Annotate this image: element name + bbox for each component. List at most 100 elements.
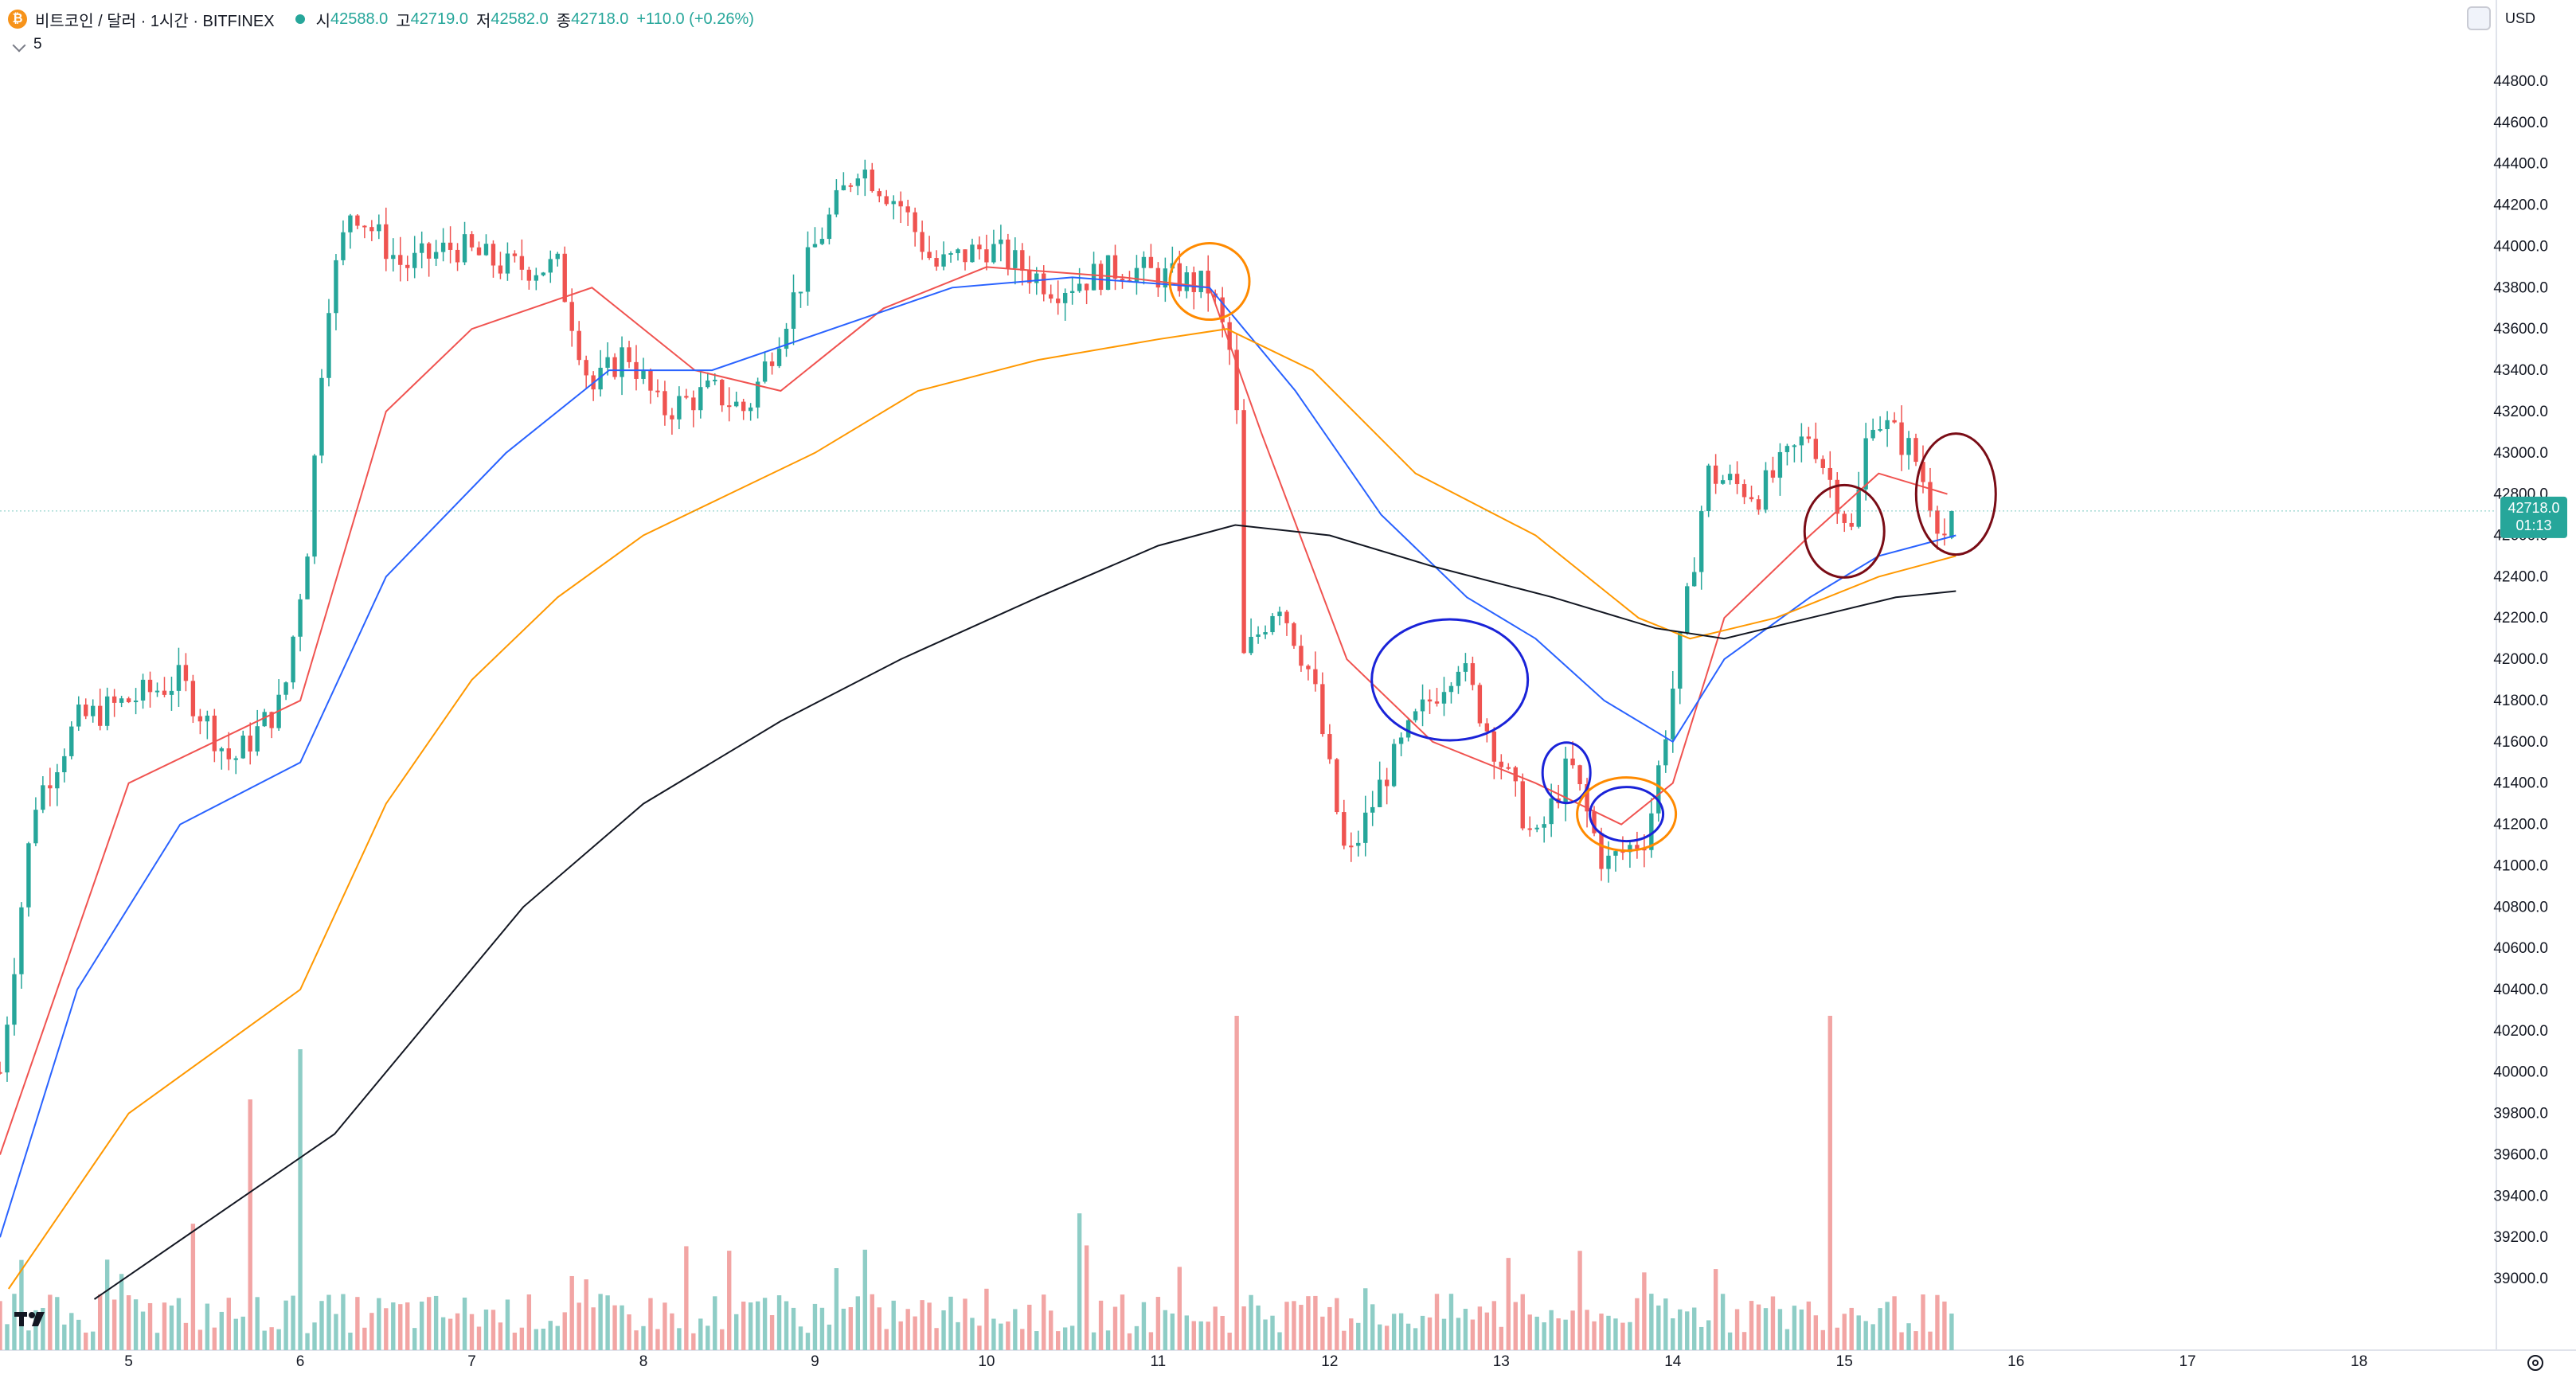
volume-bar — [1856, 1315, 1861, 1350]
candle-body — [498, 265, 503, 274]
candle-body — [1249, 636, 1253, 654]
volume-bar — [1234, 1016, 1239, 1350]
volume-bar — [548, 1321, 553, 1350]
volume-bar — [734, 1314, 739, 1350]
volume-bar — [1484, 1312, 1490, 1350]
volume-bar — [1120, 1294, 1125, 1350]
candle-body — [97, 705, 103, 726]
candle-body — [1913, 438, 1918, 463]
candle-body — [1384, 779, 1390, 787]
volume-bars — [0, 1016, 1954, 1350]
volume-bar — [534, 1329, 539, 1350]
candle-body — [898, 201, 903, 207]
volume-bar — [834, 1268, 839, 1350]
candle-body — [1335, 759, 1339, 813]
volume-bar — [84, 1332, 88, 1350]
volume-bar — [941, 1310, 946, 1350]
candle-body — [762, 361, 768, 382]
candle-body — [1741, 484, 1747, 498]
price-tick-label: 43600.0 — [2493, 321, 2548, 338]
indicators-row[interactable]: 5 — [12, 35, 42, 54]
currency-label[interactable]: USD — [2505, 10, 2536, 26]
volume-bar — [348, 1333, 353, 1350]
candle-body — [1349, 845, 1354, 848]
tradingview-logo-icon[interactable] — [13, 1306, 54, 1329]
price-tick-label: 41000.0 — [2493, 857, 2548, 874]
candle-body — [1227, 322, 1232, 350]
candle-body — [369, 227, 374, 232]
volume-bar — [491, 1310, 496, 1350]
candle-body — [176, 665, 182, 691]
volume-bar — [1885, 1302, 1890, 1350]
volume-bar — [1899, 1332, 1904, 1350]
time-axis[interactable]: 5 6 7 8 9 10 11 12 13 14 15 16 17 18 — [124, 1353, 2367, 1370]
volume-bar — [190, 1224, 196, 1350]
volume-bar — [1448, 1294, 1454, 1350]
candle-body — [1234, 349, 1239, 411]
candle-body — [1892, 420, 1897, 423]
candle-body — [1398, 737, 1404, 744]
volume-bar — [999, 1323, 1003, 1350]
candle-body — [226, 748, 231, 759]
volume-bar — [862, 1249, 867, 1350]
candle-body — [1420, 699, 1425, 712]
settings-gear-icon[interactable] — [2524, 1352, 2547, 1374]
candle-body — [1484, 723, 1490, 732]
candle-body — [334, 260, 338, 314]
volume-bar — [755, 1301, 760, 1350]
candle-body — [1456, 671, 1461, 686]
volume-bar — [162, 1302, 167, 1350]
volume-bar — [1534, 1316, 1539, 1350]
symbol-title[interactable]: 비트코인 / 달러 · 1시간 · BITFINEX — [35, 12, 275, 30]
candle-body — [1585, 784, 1589, 812]
candle-body — [577, 330, 581, 361]
volume-bar — [26, 1330, 31, 1350]
symbol-row: ₿ 비트코인 / 달러 · 1시간 · BITFINEX 시 42588.0 고… — [8, 8, 762, 30]
candle-body — [341, 232, 346, 260]
candle-body — [791, 292, 796, 329]
candle-body — [462, 234, 467, 263]
volume-bar — [41, 1307, 45, 1350]
volume-bar — [1892, 1296, 1897, 1350]
volume-bar — [848, 1307, 854, 1350]
candle-body — [555, 253, 560, 260]
candle-body — [1863, 438, 1868, 490]
candle-body — [769, 361, 775, 366]
currency-toggle-icon[interactable] — [2467, 6, 2491, 30]
candle-body — [305, 556, 310, 599]
candle-body — [91, 705, 96, 716]
price-tag-background — [2500, 496, 2567, 538]
volume-bar — [541, 1329, 545, 1350]
volume-bar — [455, 1313, 460, 1350]
volume-bar — [1613, 1318, 1618, 1350]
currency-selector[interactable]: USD — [2467, 6, 2535, 30]
candle-body — [1756, 499, 1761, 510]
candle-body — [1942, 533, 1947, 536]
volume-bar — [977, 1325, 982, 1350]
candle-body — [1820, 459, 1825, 468]
volume-bar — [1628, 1321, 1632, 1350]
candle-body — [1491, 731, 1497, 762]
volume-bar — [48, 1294, 53, 1350]
volume-bar — [1878, 1308, 1882, 1350]
volume-bar — [1398, 1313, 1404, 1350]
price-tick-label: 40200.0 — [2493, 1023, 2548, 1040]
volume-bar — [1034, 1331, 1039, 1350]
volume-bar — [620, 1305, 624, 1350]
volume-bar — [569, 1275, 574, 1350]
volume-bar — [369, 1313, 374, 1350]
volume-bar — [1777, 1309, 1783, 1350]
price-tick-label: 43200.0 — [2493, 404, 2548, 420]
volume-bar — [519, 1327, 525, 1350]
candle-body — [1177, 263, 1182, 291]
candle-body — [1506, 767, 1511, 769]
candle-body — [391, 255, 396, 260]
candle-body — [1928, 482, 1933, 511]
candle-body — [776, 349, 782, 366]
candle-body — [1277, 611, 1282, 616]
volume-bar — [1292, 1301, 1296, 1350]
price-axis[interactable]: 39000.0 39200.0 39400.0 39600.0 39800.0 40000… — [2493, 73, 2548, 1287]
volume-bar — [1749, 1301, 1754, 1350]
volume-bar — [956, 1321, 960, 1350]
